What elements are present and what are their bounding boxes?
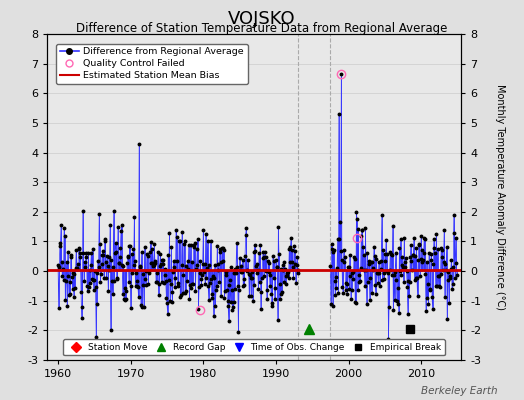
Text: VOJSKO: VOJSKO bbox=[228, 10, 296, 28]
Y-axis label: Monthly Temperature Anomaly Difference (°C): Monthly Temperature Anomaly Difference (… bbox=[495, 84, 505, 310]
Text: Difference of Station Temperature Data from Regional Average: Difference of Station Temperature Data f… bbox=[77, 22, 447, 35]
Text: Berkeley Earth: Berkeley Earth bbox=[421, 386, 498, 396]
Legend: Station Move, Record Gap, Time of Obs. Change, Empirical Break: Station Move, Record Gap, Time of Obs. C… bbox=[63, 339, 445, 356]
